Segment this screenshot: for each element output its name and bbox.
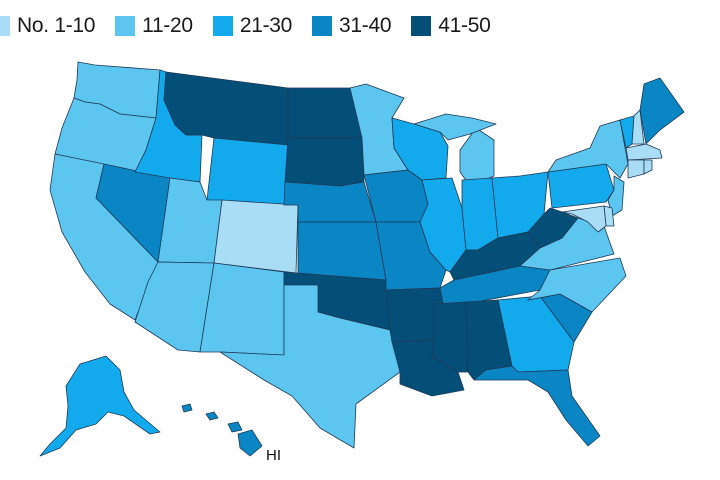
state-md xyxy=(561,205,607,233)
legend-item-1-10: No. 1-10 xyxy=(0,14,95,38)
state-wy xyxy=(206,137,289,206)
state-ma xyxy=(625,143,663,161)
legend-swatch xyxy=(411,16,432,36)
state-mi-upper xyxy=(413,113,497,141)
state-hi-oahu xyxy=(181,403,193,413)
state-ri xyxy=(643,159,653,175)
state-il xyxy=(419,177,467,273)
state-co xyxy=(213,199,299,274)
hawaii-label: HI xyxy=(266,447,281,464)
legend-item-21-30: 21-30 xyxy=(212,14,293,38)
legend-swatch xyxy=(212,16,233,36)
legend-item-11-20: 11-20 xyxy=(115,14,193,38)
legend-item-41-50: 41-50 xyxy=(411,14,491,38)
legend-item-31-40: 31-40 xyxy=(312,14,392,38)
legend-swatch xyxy=(0,16,10,36)
state-hi-kauai xyxy=(205,411,219,421)
legend-swatch xyxy=(115,16,136,36)
state-nm xyxy=(199,262,285,356)
legend-label: 41-50 xyxy=(438,14,491,37)
legend-label: 31-40 xyxy=(339,14,392,37)
state-in xyxy=(461,177,499,251)
state-ak xyxy=(39,355,161,457)
state-fl xyxy=(473,365,601,447)
state-nd xyxy=(287,87,363,139)
state-ct xyxy=(627,159,645,179)
state-sd xyxy=(284,137,365,187)
legend-label: No. 1-10 xyxy=(17,14,96,37)
legend-swatch xyxy=(312,16,333,36)
legend: No. 1-10 11-20 21-30 31-40 41-50 xyxy=(0,12,510,40)
state-tx xyxy=(219,284,401,449)
state-ne xyxy=(283,181,377,223)
state-hi-maui xyxy=(227,421,243,433)
state-hi-big-island xyxy=(237,429,263,457)
state-wv xyxy=(527,207,579,249)
state-me xyxy=(639,77,685,145)
legend-label: 21-30 xyxy=(239,14,293,37)
legend-label: 11-20 xyxy=(142,14,193,37)
state-mi xyxy=(459,127,495,187)
state-ks xyxy=(297,221,387,281)
state-nc xyxy=(527,257,627,313)
